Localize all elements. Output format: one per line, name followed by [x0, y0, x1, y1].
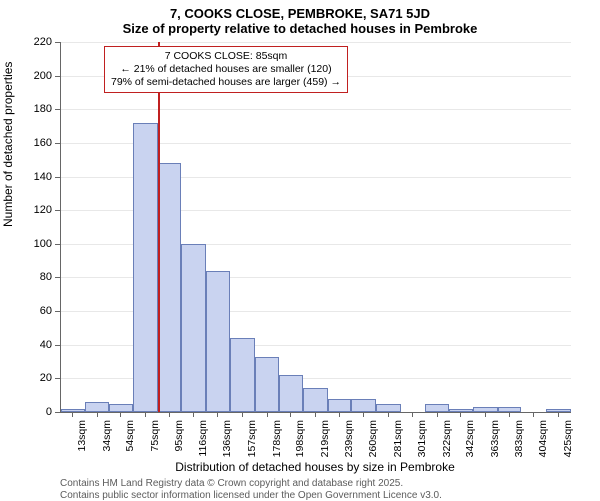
annotation-box: 7 COOKS CLOSE: 85sqm← 21% of detached ho…	[104, 46, 348, 93]
ytick-label: 20	[22, 372, 52, 384]
ytick-label: 100	[22, 238, 52, 250]
histogram-bar	[376, 404, 401, 412]
title-line-1: 7, COOKS CLOSE, PEMBROKE, SA71 5JD	[0, 6, 600, 21]
histogram-bar	[109, 404, 133, 412]
histogram-bar	[328, 399, 352, 412]
ytick-label: 220	[22, 36, 52, 48]
histogram-bar	[61, 409, 85, 412]
ytick-label: 140	[22, 171, 52, 183]
histogram-bar	[351, 399, 376, 412]
histogram-plot	[60, 42, 571, 413]
footer-line-1: Contains HM Land Registry data © Crown c…	[60, 478, 403, 489]
histogram-bar	[230, 338, 255, 412]
annotation-line: ← 21% of detached houses are smaller (12…	[111, 63, 341, 76]
histogram-bar	[85, 402, 110, 412]
ytick-label: 80	[22, 271, 52, 283]
annotation-line: 79% of semi-detached houses are larger (…	[111, 76, 341, 89]
ytick-label: 180	[22, 103, 52, 115]
histogram-bar	[158, 163, 182, 412]
ytick-label: 0	[22, 406, 52, 418]
ytick-label: 40	[22, 339, 52, 351]
footer-line-2: Contains public sector information licen…	[60, 490, 442, 501]
annotation-line: 7 COOKS CLOSE: 85sqm	[111, 50, 341, 63]
histogram-bar	[303, 388, 328, 412]
ytick-label: 160	[22, 137, 52, 149]
ytick-label: 120	[22, 204, 52, 216]
ytick-label: 60	[22, 305, 52, 317]
histogram-bar	[425, 404, 450, 412]
histogram-bar	[206, 271, 230, 412]
title-line-2: Size of property relative to detached ho…	[0, 21, 600, 36]
histogram-bar	[279, 375, 303, 412]
histogram-bar	[255, 357, 280, 413]
x-axis-label: Distribution of detached houses by size …	[60, 460, 570, 474]
histogram-bar	[181, 244, 206, 412]
property-marker-line	[158, 42, 160, 412]
histogram-bar	[133, 123, 158, 412]
ytick-label: 200	[22, 70, 52, 82]
